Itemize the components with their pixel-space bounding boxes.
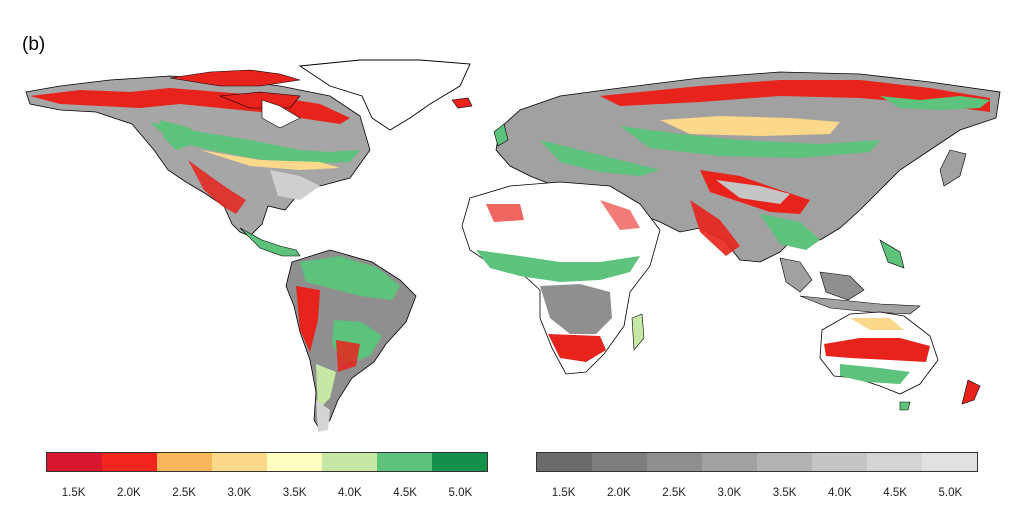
colorbar-swatch [102,453,157,471]
uk [493,123,509,147]
greenland [298,59,471,131]
colorbar-swatch [867,453,922,471]
colorbar-tick-label: 5.0K [938,487,963,499]
new-zealand [961,379,981,405]
colorbar-gray-ticks: 1.5K 2.0K 2.5K 3.0K 3.5K 4.0K 4.5K 5.0K [536,487,978,503]
colorbar-tick-label: 4.5K [393,487,417,499]
colorbar-tick-label: 3.5K [772,487,797,499]
colorbar-temperature-color [46,452,488,472]
colorbar-swatch [537,453,592,471]
colorbar-swatch [322,453,377,471]
colorbar-tick-label: 3.0K [717,487,742,499]
colorbar-swatch [267,453,322,471]
se-asia [779,149,967,315]
colorbar-tick-label: 4.0K [828,487,852,499]
arctic-islands [169,69,301,129]
madagascar [631,313,645,351]
colorbar-swatch [377,453,432,471]
colorbar-tick-label: 2.5K [662,487,686,499]
colorbar-tick-label: 2.0K [607,487,631,499]
world-map [25,59,1001,432]
colorbar-tick-label: 2.0K [117,487,141,499]
colorbar-tick-label: 2.5K [172,487,196,499]
colorbar-tick-label: 4.0K [338,487,362,499]
colorbar-swatch [757,453,812,471]
colorbar-tick-label: 3.0K [227,487,252,499]
colorbar-swatch [647,453,702,471]
africa [461,181,661,375]
colorbar-swatch [922,453,977,471]
colorbar-swatch [592,453,647,471]
colorbar-color-ticks: 1.5K 2.0K 2.5K 3.0K 3.5K 4.0K 4.5K 5.0K [46,487,488,503]
australia [819,311,939,395]
colorbar-swatch [157,453,212,471]
colorbar-swatch [812,453,867,471]
iceland [451,97,473,109]
south-america [285,249,417,432]
tasmania [899,401,911,411]
colorbar-swatch [702,453,757,471]
colorbar-tick-label: 4.5K [883,487,907,499]
colorbar-temperature-gray [536,452,978,472]
eurasia [495,71,1001,263]
colorbar-tick-label: 3.5K [282,487,307,499]
colorbar-swatch [432,453,487,471]
panel-label: (b) [22,34,46,55]
colorbar-tick-label: 5.0K [448,487,473,499]
colorbar-swatch [212,453,267,471]
colorbar-tick-label: 1.5K [551,487,576,499]
colorbar-swatch [47,453,102,471]
colorbar-tick-label: 1.5K [61,487,86,499]
north-america [25,75,371,257]
